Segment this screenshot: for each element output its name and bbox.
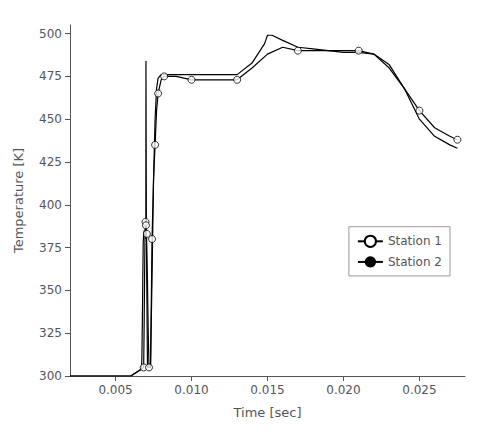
svg-text:0.010: 0.010: [174, 383, 208, 397]
svg-text:0.020: 0.020: [326, 383, 360, 397]
svg-text:Temperature [K]: Temperature [K]: [11, 148, 26, 254]
svg-text:Time [sec]: Time [sec]: [232, 405, 301, 420]
svg-text:Station 2: Station 2: [388, 255, 442, 269]
svg-text:400: 400: [39, 198, 62, 212]
svg-text:375: 375: [39, 241, 62, 255]
svg-text:Station 1: Station 1: [388, 234, 442, 248]
svg-text:0.015: 0.015: [250, 383, 284, 397]
svg-text:300: 300: [39, 369, 62, 383]
svg-text:500: 500: [39, 27, 62, 41]
svg-text:425: 425: [39, 155, 62, 169]
svg-text:325: 325: [39, 326, 62, 340]
svg-text:0.005: 0.005: [98, 383, 132, 397]
svg-text:350: 350: [39, 283, 62, 297]
svg-text:475: 475: [39, 69, 62, 83]
svg-text:0.025: 0.025: [402, 383, 436, 397]
svg-text:450: 450: [39, 112, 62, 126]
